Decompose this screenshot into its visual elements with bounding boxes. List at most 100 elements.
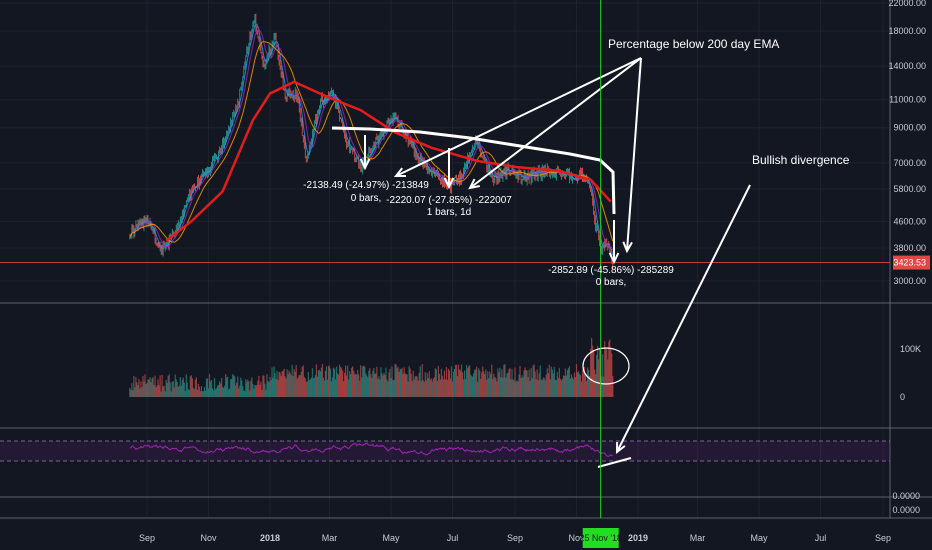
volume-bar-254 [385,367,387,397]
volume-bar-412 [544,380,546,397]
volume-bar-124 [254,384,256,397]
volume-bar-240 [371,377,373,397]
volume-bar-306 [437,366,439,397]
volume-bar-324 [455,364,458,397]
arrow-bullish-divergence[interactable] [615,184,751,455]
volume-bar-408 [540,379,542,397]
time-tick-5: Jul [447,533,459,543]
volume-bar-133 [263,375,265,397]
volume-bar-328 [459,370,462,397]
arrow-low-3[interactable] [608,220,620,265]
volume-bar-239 [370,374,372,397]
last-price-badge [893,255,930,270]
volume-bar-320 [451,381,454,397]
volume-bar-459 [592,345,594,397]
arrow-to-drop-2[interactable] [468,57,642,190]
volume-bar-253 [384,374,386,397]
volume-bar-464 [597,345,599,397]
volume-bar-262 [393,380,395,397]
price-tick-7: 4600.00 [893,216,926,226]
volume-bar-98 [228,389,230,397]
moving-averages [0,23,890,263]
volume-bar-113 [243,390,245,397]
volume-bar-308 [439,379,441,397]
time-axis[interactable]: Sep Nov 2018 Mar May Jul Sep Nov 2019 Mar May Jul Se… [139,528,891,548]
volume-bar-343 [475,369,477,397]
volume-bar-190 [320,367,323,397]
time-tick-11: Jul [815,533,827,543]
volume-bar-279 [410,373,412,397]
rsi-divergence-line[interactable] [597,457,632,468]
time-tick-12: Sep [875,533,891,543]
volume-bar-249 [380,367,382,397]
volume-bar-101 [231,378,233,397]
volume-bar-335 [467,368,469,397]
volume-bar-331 [462,379,465,397]
volume-bar-444 [576,372,579,397]
volume-bar-389 [521,375,523,397]
volume-bar-27 [156,385,158,397]
volume-bar-462 [595,374,597,397]
time-tick-4: May [382,533,400,543]
volume-bar-423 [555,380,557,397]
volume-bar-167 [297,376,299,397]
volume-bar-474 [607,359,609,397]
volume-bar-201 [331,377,334,397]
volume-bar-365 [497,368,499,397]
volume-bar-367 [499,367,501,397]
volume-bar-403 [535,379,537,397]
arrow-to-drop-3[interactable] [622,57,642,254]
volume-bar-236 [367,377,369,397]
volume-bar-440 [572,379,575,397]
volume-bar-146 [276,370,278,397]
volume-bar-109 [239,385,241,397]
volume-bar-283 [414,376,416,397]
volume-bar-15 [144,374,146,397]
volume-bar-291 [422,380,424,397]
volume-bar-387 [519,365,521,397]
volume-pane [129,337,630,397]
volume-bar-24 [153,385,155,397]
volume-bar-361 [493,373,495,397]
arrow-low-1[interactable] [359,135,371,171]
volume-bar-430 [562,375,564,397]
volume-bar-388 [520,378,522,397]
rsi-line [129,442,613,457]
volume-bar-225 [356,374,358,397]
volume-bar-170 [300,371,302,397]
volume-bar-473 [606,349,608,397]
volume-bar-226 [357,369,359,397]
volume-bar-325 [456,376,459,397]
volume-bar-322 [453,368,456,397]
volume-bar-479 [612,376,614,397]
volume-bar-230 [361,377,363,397]
price-axis[interactable]: 22000.00 18000.00 14000.00 11000.00 9000.00 7… [888,0,930,515]
ema-trace-drawing[interactable] [331,126,616,215]
volume-bar-105 [235,385,237,397]
volume-bar-165 [295,365,297,397]
volume-bar-191 [321,364,324,397]
volume-bar-174 [304,378,306,397]
volume-bar-463 [596,354,598,397]
volume-bar-475 [608,341,610,397]
volume-bar-433 [565,375,568,397]
volume-bar-382 [514,367,516,397]
time-tick-10: May [750,533,768,543]
volume-bar-402 [534,371,536,397]
volume-bar-37 [166,382,168,397]
volume-bar-347 [479,370,481,397]
volume-bar-106 [236,382,238,397]
volume-bar-85 [214,389,217,397]
volume-bar-453 [585,381,588,397]
volume-bar-132 [262,375,264,397]
volume-bar-172 [302,365,304,397]
volume-bar-145 [275,378,277,397]
volume-bar-157 [287,373,289,397]
user-drawings[interactable] [331,57,751,468]
volume-bar-468 [601,376,603,397]
volume-bar-232 [363,365,365,397]
arrow-to-drop-1[interactable] [393,57,642,178]
arrow-low-2[interactable] [443,148,455,190]
volume-bar-238 [369,368,371,397]
